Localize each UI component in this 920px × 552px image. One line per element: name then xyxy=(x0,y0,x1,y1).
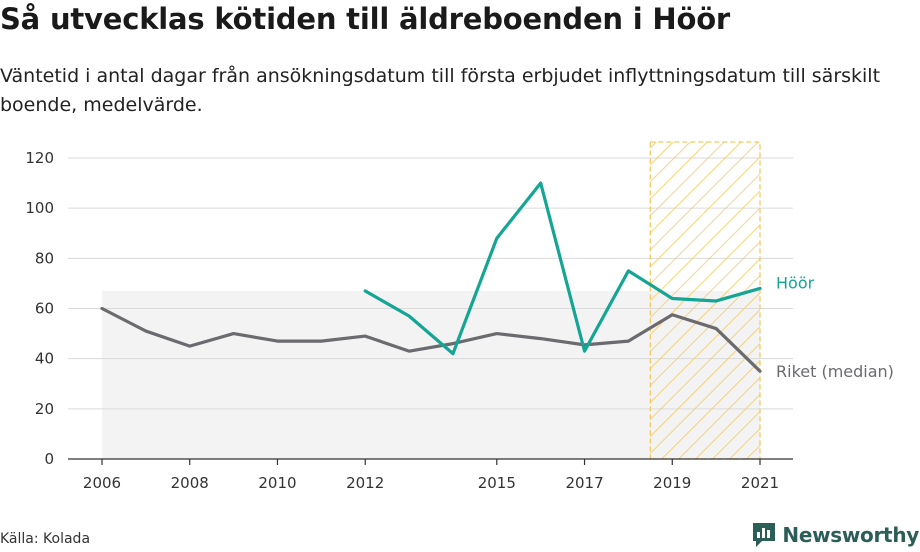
source-note: Källa: Kolada xyxy=(0,531,91,547)
brand-name: Newsworthy xyxy=(782,523,919,547)
y-tick-label: 100 xyxy=(25,199,54,217)
series-line-riket xyxy=(100,306,762,373)
x-tick-label: 2015 xyxy=(478,474,516,492)
y-tick-label: 20 xyxy=(35,400,54,418)
x-tick-label: 2017 xyxy=(565,474,603,492)
x-tick-label: 2010 xyxy=(258,474,296,492)
y-tick-label: 80 xyxy=(35,249,54,267)
x-tick-label: 2012 xyxy=(346,474,384,492)
series-label-riket: Riket (median) xyxy=(776,362,894,381)
y-tick-label: 0 xyxy=(44,450,54,468)
x-tick-label: 2008 xyxy=(171,474,209,492)
series-line-hoor xyxy=(363,181,762,356)
x-tick-label: 2006 xyxy=(83,474,121,492)
series-label-hoor: Höör xyxy=(776,273,815,292)
brand-logo: Newsworthy xyxy=(751,521,919,549)
y-tick-label: 60 xyxy=(35,300,54,318)
chart-subtitle: Väntetid i antal dagar från ansökningsda… xyxy=(0,65,881,116)
chart-title: Så utvecklas kötiden till äldreboenden i… xyxy=(0,2,731,36)
y-tick-label: 40 xyxy=(35,350,54,368)
y-tick-label: 120 xyxy=(25,149,54,167)
newsworthy-logo-icon xyxy=(753,523,776,547)
x-tick-label: 2021 xyxy=(741,474,779,492)
x-tick-label: 2019 xyxy=(653,474,691,492)
